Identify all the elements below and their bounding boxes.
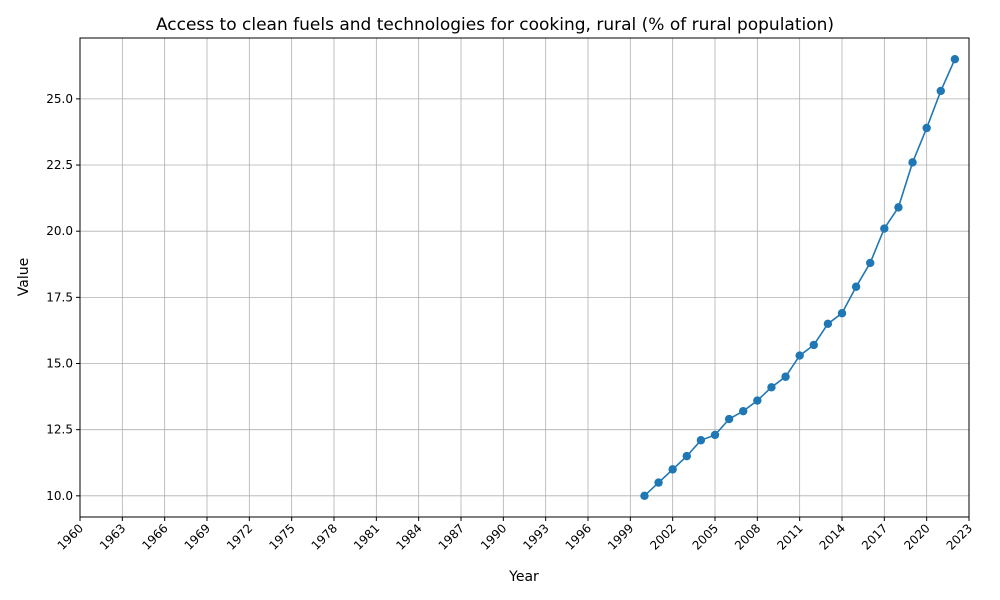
y-tick-label: 12.5 [46, 423, 73, 437]
data-point [950, 54, 960, 64]
grid-lines [79, 38, 970, 517]
x-tick-label: 1960 [55, 521, 86, 552]
data-point [866, 258, 875, 268]
data-point [823, 319, 833, 329]
x-tick-label: 1969 [182, 521, 213, 552]
x-tick-label: 2014 [817, 521, 848, 552]
y-tick-label: 25.0 [46, 92, 73, 106]
data-point [936, 86, 945, 96]
data-point [696, 436, 706, 445]
y-axis: 10.0 12.5 15.0 17.5 20.0 22.5 25.0 [46, 92, 80, 503]
chart-title: Access to clean fuels and technologies f… [156, 15, 834, 35]
x-tick-label: 1987 [436, 521, 467, 552]
plot-area-frame [79, 37, 970, 518]
x-tick-label: 1990 [478, 521, 509, 552]
data-point [640, 491, 649, 501]
data-point [880, 224, 889, 233]
x-tick-label: 1972 [224, 521, 255, 552]
x-tick-label: 2002 [647, 521, 678, 552]
data-point [739, 406, 748, 416]
y-tick-label: 22.5 [46, 158, 73, 172]
x-tick-label: 1996 [563, 521, 594, 552]
data-point [668, 465, 677, 474]
x-tick-label: 1999 [605, 521, 636, 552]
x-tick-label: 2005 [690, 521, 721, 552]
data-point [753, 396, 762, 405]
y-tick-label: 10.0 [46, 489, 73, 503]
data-point [837, 309, 847, 318]
data-point [795, 351, 804, 360]
x-tick-label: 1978 [309, 521, 340, 552]
x-tick-label: 1975 [266, 521, 297, 552]
x-tick-label: 1993 [520, 521, 551, 552]
x-axis-label: Year [508, 569, 539, 585]
y-axis-label: Value [16, 258, 32, 296]
x-tick-label: 1966 [139, 521, 170, 552]
data-point [809, 340, 818, 350]
data-point [724, 414, 734, 424]
x-tick-label: 2017 [859, 521, 890, 552]
x-tick-label: 2011 [774, 521, 805, 552]
data-point [654, 478, 663, 487]
x-tick-label: 1963 [97, 521, 128, 552]
y-tick-label: 17.5 [46, 290, 73, 304]
data-point [767, 383, 776, 392]
x-tick-label: 2008 [732, 521, 763, 552]
y-tick-label: 15.0 [46, 357, 73, 371]
data-point [781, 372, 790, 381]
data-point [682, 451, 691, 461]
x-tick-label: 1984 [393, 521, 424, 552]
x-tick-label: 1981 [351, 521, 382, 552]
data-point [922, 123, 931, 133]
x-tick-label: 2020 [901, 521, 932, 552]
data-point [908, 158, 917, 167]
data-point [851, 282, 861, 291]
y-tick-label: 20.0 [46, 224, 73, 238]
data-point [710, 430, 720, 440]
x-tick-label: 2023 [944, 521, 975, 552]
x-axis: 1960 1963 1966 1969 1972 1975 1978 1981 1984 1987… [55, 517, 975, 553]
series-layer [640, 54, 960, 501]
data-point [894, 203, 903, 212]
